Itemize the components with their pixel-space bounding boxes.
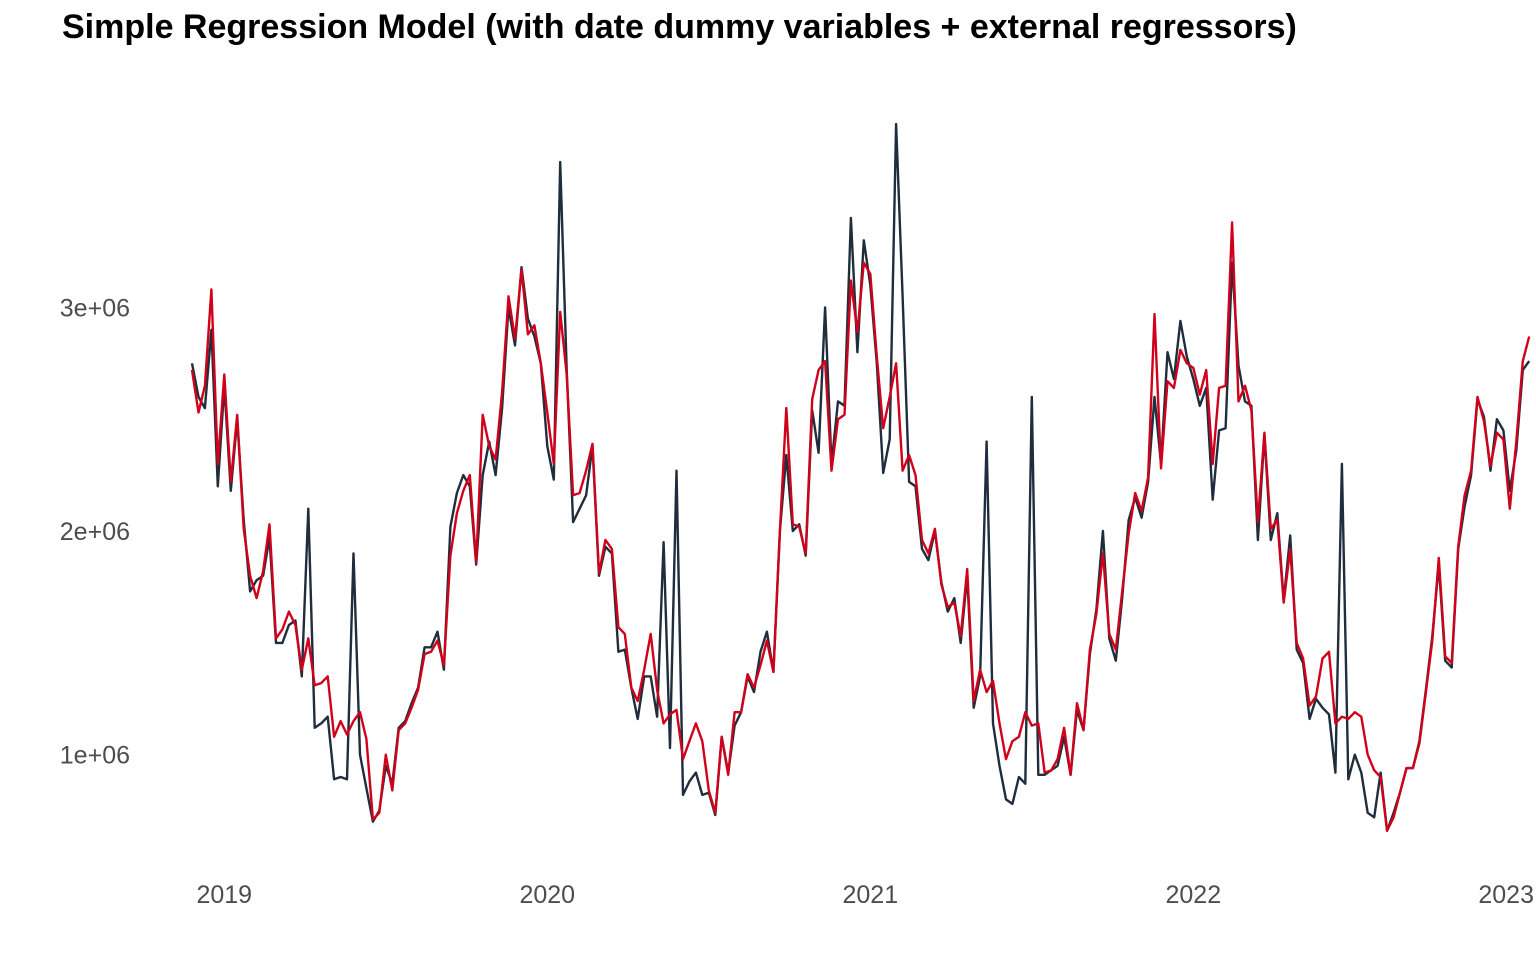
y-axis: 1e+06 2e+06 3e+06: [60, 294, 130, 769]
x-tick-label: 2023: [1478, 881, 1534, 909]
series-line-red: [190, 221, 1531, 832]
x-tick-label: 2021: [842, 881, 898, 909]
chart-title: Simple Regression Model (with date dummy…: [62, 8, 1297, 46]
x-tick-label: 2022: [1165, 881, 1221, 909]
y-tick-label: 2e+06: [60, 518, 130, 546]
y-tick-label: 1e+06: [60, 742, 130, 770]
series-line-dark: [190, 122, 1531, 832]
x-tick-label: 2020: [519, 881, 575, 909]
x-axis: 2019 2020 2021 2022 2023: [196, 881, 1534, 909]
series-layer: [190, 122, 1531, 832]
y-tick-label: 3e+06: [60, 294, 130, 322]
x-tick-label: 2019: [196, 881, 252, 909]
